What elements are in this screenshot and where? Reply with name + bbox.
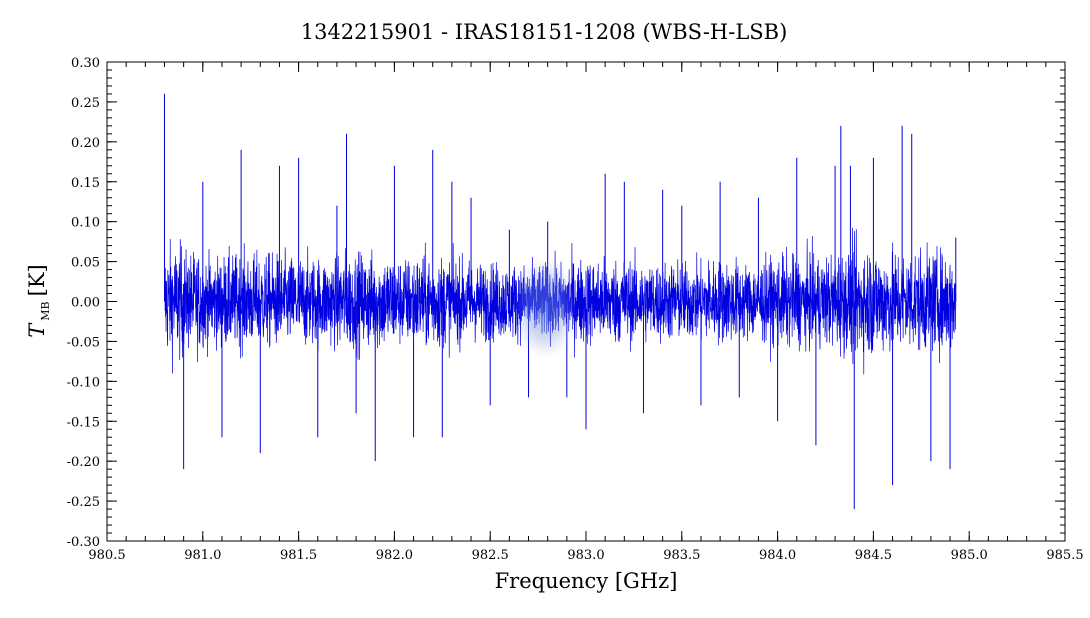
watermark-blob bbox=[513, 258, 577, 358]
x-axis-label: Frequency [GHz] bbox=[495, 569, 678, 593]
y-tick-label: -0.10 bbox=[67, 375, 100, 390]
y-tick-label: 0.20 bbox=[71, 136, 100, 151]
y-tick-label: -0.15 bbox=[67, 415, 100, 430]
svg-text:TMB[K]: T MB [K] bbox=[25, 264, 52, 337]
x-tick-label: 983.0 bbox=[567, 548, 604, 563]
x-tick-label: 981.5 bbox=[280, 548, 317, 563]
y-tick-label: 0.05 bbox=[71, 256, 100, 271]
y-tick-label: -0.25 bbox=[67, 495, 100, 510]
x-tick-label: 981.0 bbox=[184, 548, 221, 563]
y-tick-label: 0.10 bbox=[71, 216, 100, 231]
x-tick-label: 982.0 bbox=[376, 548, 413, 563]
x-tick-label: 985.0 bbox=[951, 548, 988, 563]
x-tick-label: 983.5 bbox=[663, 548, 700, 563]
chart-title: 1342215901 - IRAS18151-1208 (WBS-H-LSB) bbox=[301, 20, 788, 44]
y-axis-label-unit: [K] bbox=[25, 264, 49, 296]
x-tick-label: 982.5 bbox=[472, 548, 509, 563]
x-tick-label: 980.5 bbox=[88, 548, 125, 563]
y-axis-label-sub: MB bbox=[39, 301, 52, 320]
y-tick-label: -0.05 bbox=[67, 335, 100, 350]
y-tick-label: 0.25 bbox=[71, 96, 100, 111]
x-tick-label: 985.5 bbox=[1046, 548, 1083, 563]
y-tick-label: -0.30 bbox=[67, 535, 100, 550]
y-tick-label: 0.00 bbox=[71, 296, 100, 311]
y-tick-label: 0.15 bbox=[71, 176, 100, 191]
y-tick-label: -0.20 bbox=[67, 455, 100, 470]
x-tick-label: 984.5 bbox=[855, 548, 892, 563]
y-tick-label: 0.30 bbox=[71, 56, 100, 71]
y-axis-label: T MB [K] bbox=[25, 264, 52, 337]
y-axis-label-main: T bbox=[25, 322, 49, 338]
x-tick-label: 984.0 bbox=[759, 548, 796, 563]
